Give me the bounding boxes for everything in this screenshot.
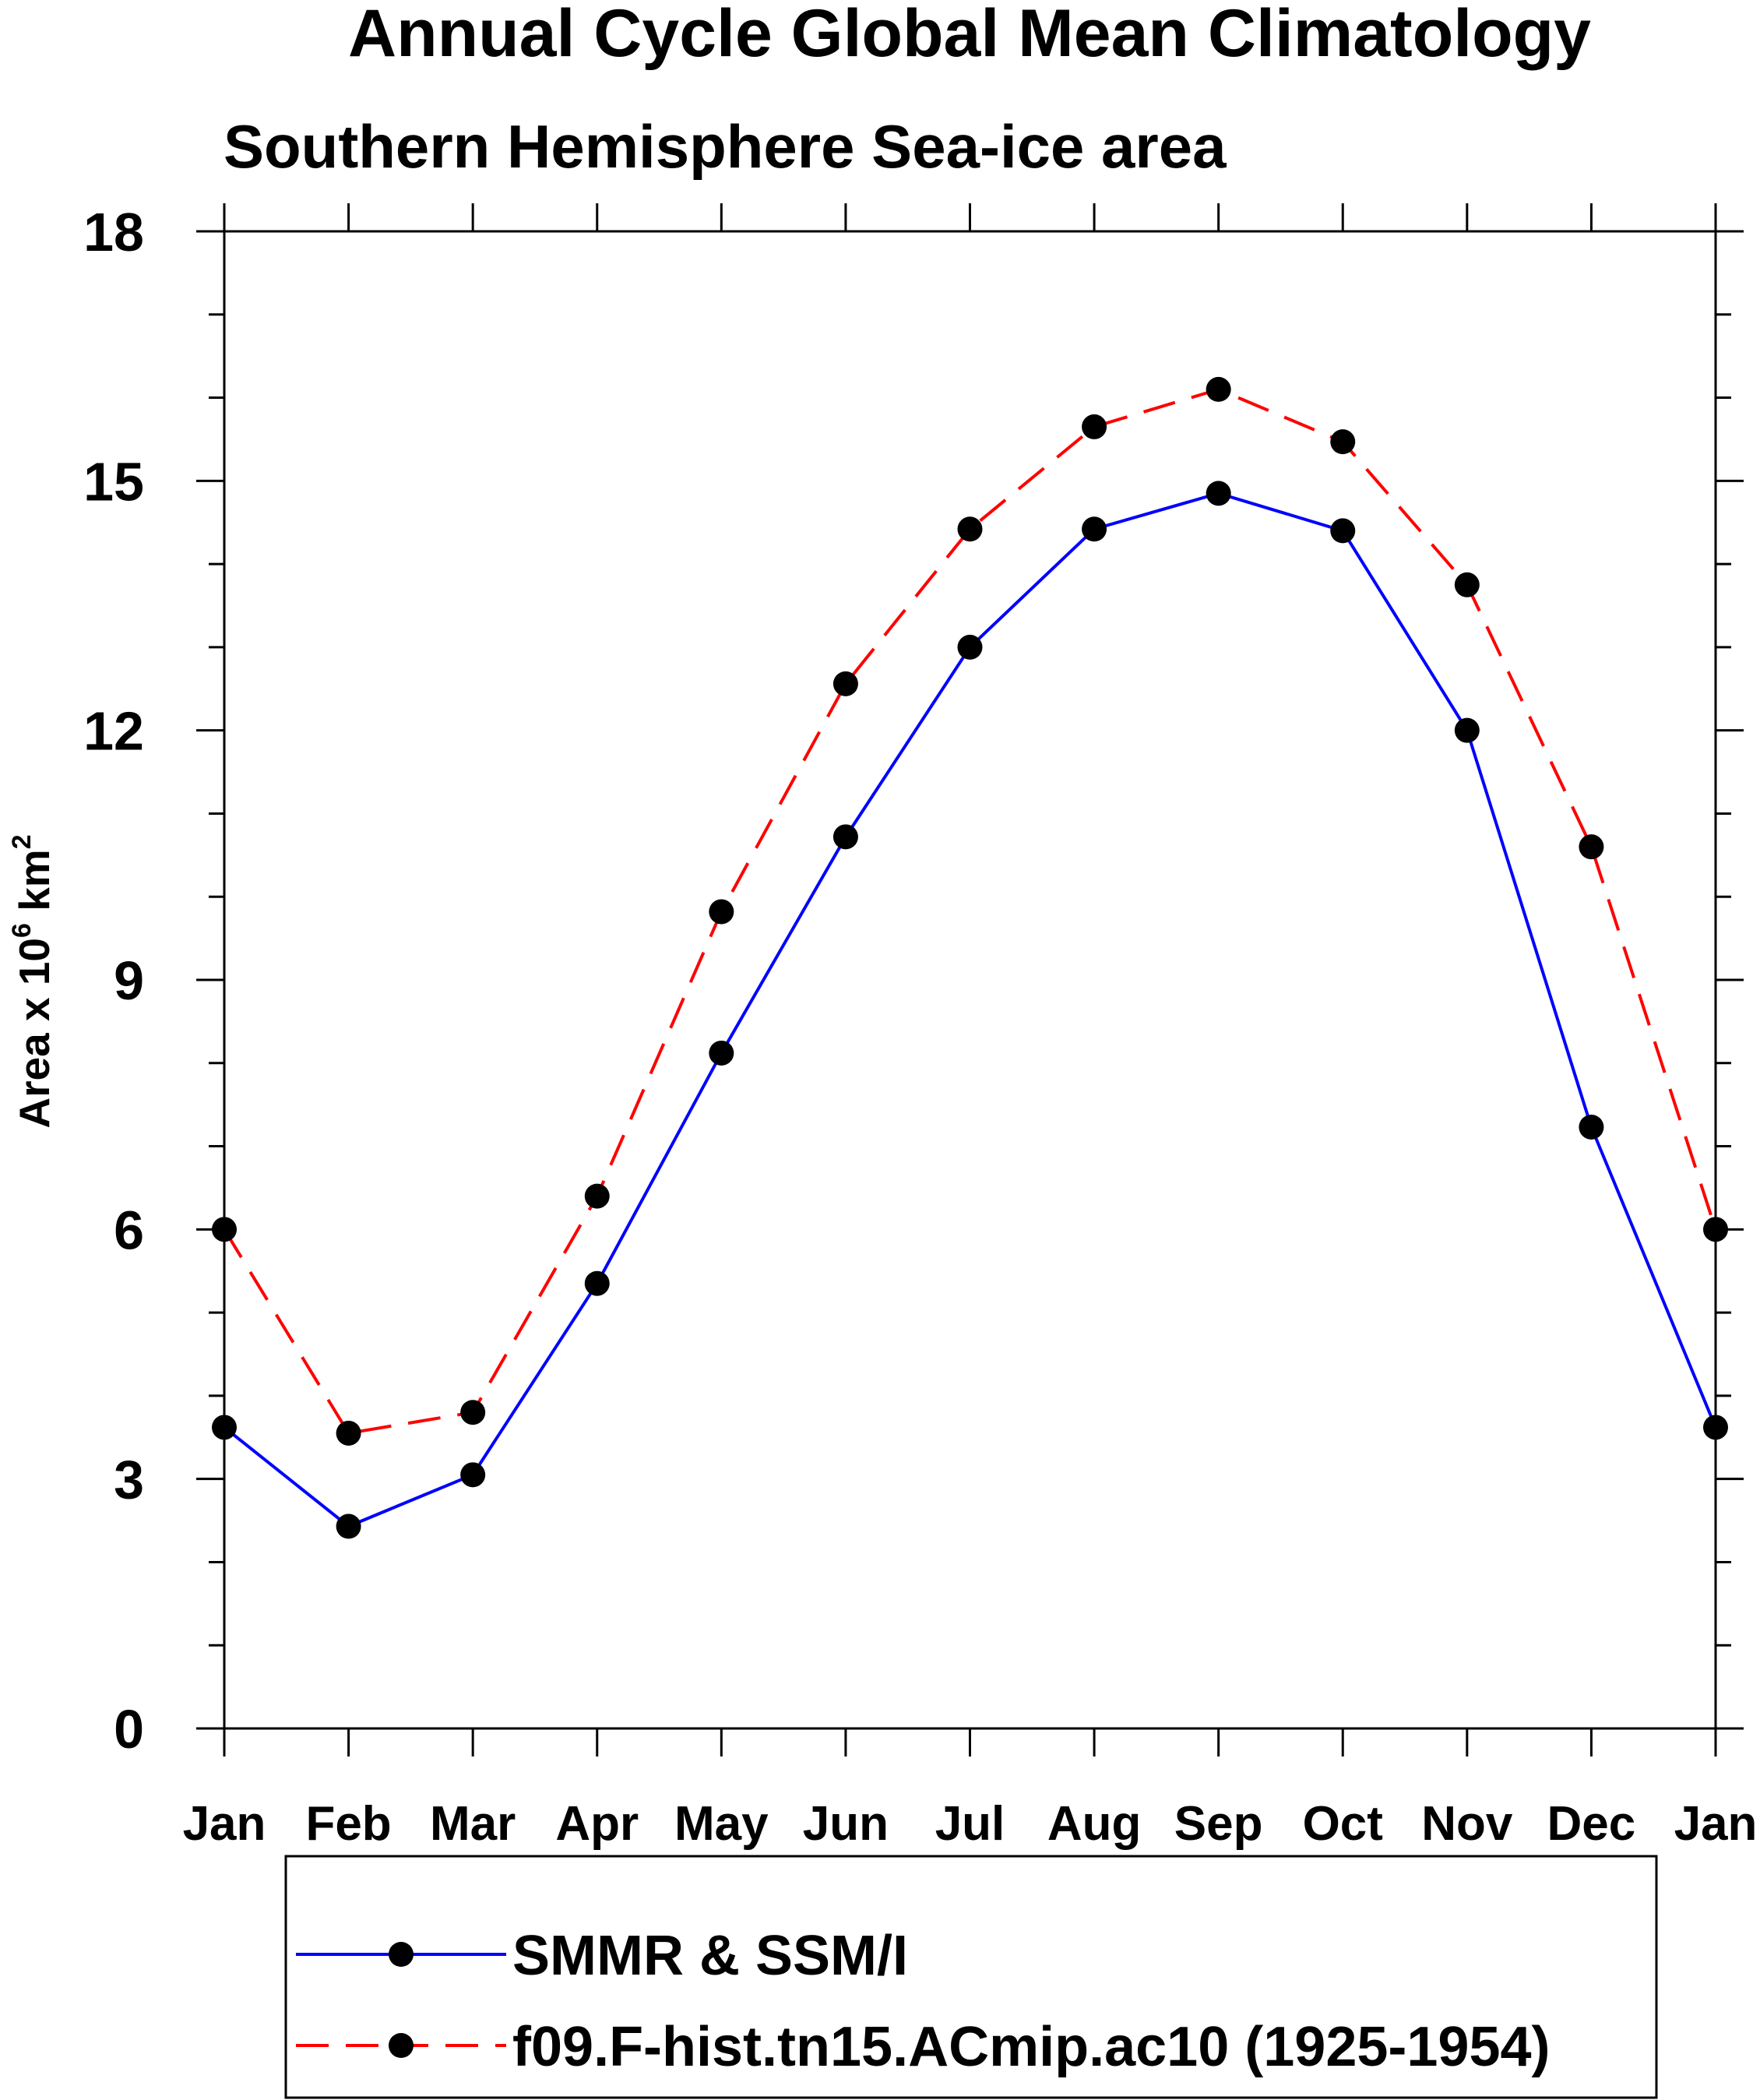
legend-label-model: f09.F-hist.tn15.ACmip.ac10 (1925-1954) bbox=[512, 2016, 1551, 2078]
y-axis-label: Area x 106 km2 bbox=[7, 834, 58, 1128]
series-0 bbox=[212, 481, 1728, 1539]
x-tick-label: Aug bbox=[1047, 1797, 1142, 1851]
data-point bbox=[1579, 834, 1604, 860]
data-point bbox=[584, 1183, 610, 1209]
data-point bbox=[1330, 429, 1356, 455]
data-point bbox=[212, 1217, 237, 1242]
x-tick-label: Nov bbox=[1421, 1797, 1513, 1851]
chart-title: Annual Cycle Global Mean Climatology bbox=[348, 0, 1591, 71]
data-point bbox=[1330, 518, 1356, 544]
y-axis-label-exponent-1: 6 bbox=[7, 923, 37, 938]
series-line bbox=[223, 387, 1717, 1436]
data-point bbox=[957, 634, 983, 660]
x-tick-label: Jan bbox=[183, 1797, 266, 1851]
data-point bbox=[460, 1462, 486, 1488]
chart-subtitle: Southern Hemisphere Sea-ice area bbox=[224, 112, 1227, 181]
x-tick-label: Feb bbox=[305, 1797, 391, 1851]
series-layer bbox=[212, 376, 1728, 1539]
y-tick-label: 9 bbox=[114, 950, 144, 1011]
plot-axes: 0 3 6 9 12 15 18 Jan Feb Mar Apr May Jun Jul Aug Sep Oct… bbox=[83, 202, 1757, 1851]
y-axis-label-prefix: Area x 10 bbox=[10, 938, 58, 1129]
data-point bbox=[584, 1270, 610, 1296]
data-point bbox=[1579, 1114, 1604, 1140]
data-point bbox=[1206, 376, 1231, 402]
legend-marker-smmr bbox=[389, 1942, 414, 1967]
data-point bbox=[336, 1513, 361, 1539]
x-tick-label: Dec bbox=[1547, 1797, 1636, 1851]
plot-frame bbox=[223, 230, 1717, 1730]
legend: SMMR & SSM/I f09.F-hist.tn15.ACmip.ac10 … bbox=[284, 1855, 1658, 2099]
data-point bbox=[1082, 414, 1107, 439]
y-tick-label: 15 bbox=[83, 451, 144, 512]
data-point bbox=[1703, 1217, 1728, 1242]
x-tick-label: Jan bbox=[1674, 1797, 1758, 1851]
data-point bbox=[709, 1040, 734, 1066]
y-tick-label: 12 bbox=[83, 701, 144, 762]
y-tick-label: 0 bbox=[114, 1699, 144, 1760]
data-point bbox=[709, 899, 734, 925]
data-point bbox=[832, 671, 858, 696]
series-1 bbox=[212, 376, 1728, 1446]
x-tick-label: Sep bbox=[1174, 1797, 1263, 1851]
x-tick-label: Mar bbox=[430, 1797, 516, 1851]
x-tick-label: Jul bbox=[935, 1797, 1005, 1851]
data-point bbox=[1703, 1415, 1728, 1440]
data-point bbox=[957, 516, 983, 542]
legend-marker-model bbox=[389, 2033, 414, 2058]
data-point bbox=[1454, 572, 1480, 597]
x-tick-label: May bbox=[674, 1797, 769, 1851]
x-tick-label: Jun bbox=[803, 1797, 889, 1851]
y-tick-label: 18 bbox=[83, 202, 144, 262]
data-point bbox=[1206, 481, 1231, 506]
legend-label-smmr: SMMR & SSM/I bbox=[512, 1925, 908, 1987]
y-tick-label: 3 bbox=[114, 1450, 144, 1510]
x-tick-label: Oct bbox=[1303, 1797, 1383, 1851]
y-tick-label: 6 bbox=[114, 1200, 144, 1260]
data-point bbox=[212, 1415, 237, 1440]
data-point bbox=[832, 824, 858, 850]
y-axis-label-unit: km bbox=[10, 849, 58, 923]
legend-box bbox=[284, 1855, 1658, 2099]
data-point bbox=[460, 1400, 486, 1425]
data-point bbox=[336, 1420, 361, 1446]
x-tick-label: Apr bbox=[555, 1797, 639, 1851]
y-axis-label-exponent-2: 2 bbox=[7, 834, 37, 849]
data-point bbox=[1082, 516, 1107, 542]
data-point bbox=[1454, 717, 1480, 743]
